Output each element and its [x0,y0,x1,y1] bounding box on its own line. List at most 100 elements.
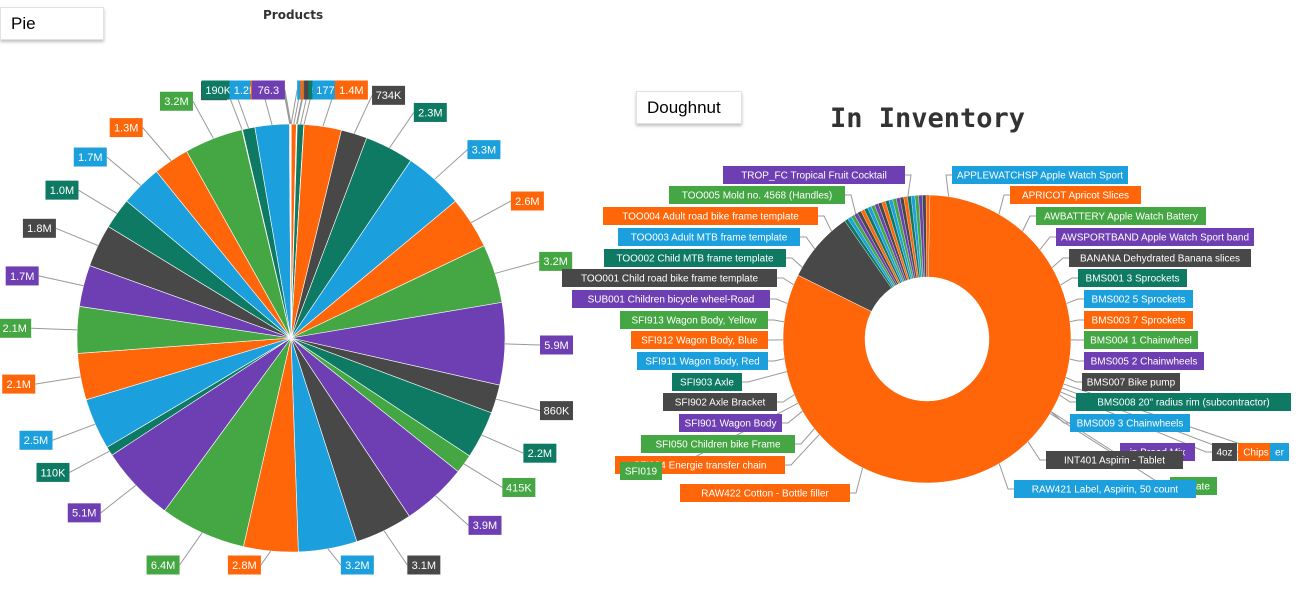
pie-leader-line [327,548,342,566]
pie-leader-line [389,112,415,149]
pie-data-label-text: 3.2M [345,560,369,572]
pie-data-label: 1.8M [22,218,56,238]
doughnut-data-label: INT401 Aspirin - Tablet [1046,451,1183,469]
doughnut-data-label-text: RAW421 Label, Aspirin, 50 count [1032,485,1179,496]
doughnut-data-label-box [1084,290,1193,308]
doughnut-data-label-text: BMS008 20" radius rim (subcontractor) [1097,398,1270,409]
doughnut-data-label-text: SFI911 Wagon Body, Red [645,357,759,368]
doughnut-data-label-box [669,186,845,204]
pie-data-label-text: 6.4M [151,560,175,572]
pie-data-label-text: 2.6M [515,196,539,208]
doughnut-leader-line [905,174,912,197]
pie-data-label-text: 860K [544,405,570,417]
pie-data-label-box [73,147,107,167]
doughnut-data-label-text: BMS001 3 Sprockets [1086,274,1180,285]
doughnut-data-label-text: er [1275,448,1285,459]
doughnut-leader-line [742,371,787,383]
pie-leader-line [31,327,78,331]
doughnut-data-label-box [679,414,782,432]
doughnut-leader-line [945,174,952,197]
doughnut-data-label-text: TOO002 Child MTB frame template [616,254,774,265]
doughnut-data-label-text: 4oz [1216,448,1232,459]
doughnut-data-label: 4oz [1212,443,1237,461]
tab-doughnut[interactable]: Doughnut [636,91,742,124]
doughnut-data-label: APPLEWATCHSP Apple Watch Sport [952,166,1128,184]
pie-data-label: 3.1M [407,555,441,575]
doughnut-data-label: APRICOT Apricot Slices [1010,186,1141,204]
doughnut-data-label-box [952,166,1128,184]
pie-data-label-text: 1.7M [10,271,34,283]
pie-leader-line [179,532,203,566]
doughnut-data-label: AWSPORTBAND Apple Watch Sport band [1056,228,1254,246]
doughnut-data-label-text: BMS002 5 Sprockets [1092,295,1186,306]
doughnut-leader-line [782,410,803,424]
doughnut-data-label: BMS005 2 Chainwheels [1084,352,1204,370]
doughnut-data-label-box [1084,311,1193,329]
doughnut-data-label-box [1069,249,1251,267]
pie-leader-line [463,463,503,488]
doughnut-data-label-text: TROP_FC Tropical Fruit Cocktail [741,171,887,182]
pie-data-label-box [2,374,36,394]
pie-chart [76,123,506,553]
doughnut-data-label: SFI903 Axle [672,373,742,391]
doughnut-data-label-text: APPLEWATCHSP Apple Watch Sport [957,171,1123,182]
pie-data-label-text: 3.9M [473,520,497,532]
doughnut-data-label-box [680,484,850,502]
pie-data-label: 1.7M [73,147,107,167]
pie-data-label-text: 2.5M [24,435,48,447]
pie-data-label-text: 415K [506,482,532,494]
doughnut-data-label: SFI912 Wagon Body, Blue [631,331,768,349]
doughnut-leader-line [818,215,832,232]
pie-leader-line [434,149,468,180]
pie-data-label-box [502,477,536,497]
pie-data-label: 2.5M [19,430,53,450]
doughnut-data-label: BMS007 Bike pump [1082,373,1180,391]
doughnut-slice[interactable] [782,194,1072,484]
doughnut-slice[interactable] [925,194,931,278]
pie-data-label-box [227,555,261,575]
doughnut-data-label-box [641,435,795,453]
pie-data-label-box [109,118,143,138]
doughnut-leader-line [770,298,788,304]
pie-data-label-box [413,102,447,122]
doughnut-data-label-text: BMS003 7 Sprockets [1092,316,1186,327]
doughnut-data-label-text: Chips [1243,448,1269,459]
pie-data-label: 2.3M [413,102,447,122]
pie-leader-line [435,495,469,526]
pie-data-label-box [251,80,285,100]
pie-data-label-box [540,335,573,355]
pie-leader-line [78,189,118,214]
doughnut-data-label: TOO004 Adult road bike frame template [603,207,818,225]
pie-data-label: 110K [36,462,70,482]
pie-data-label: 1.3M [109,118,143,138]
pie-data-label-text: 5.1M [72,508,96,520]
doughnut-leader-line [777,277,794,286]
doughnut-data-label-box [637,352,768,370]
doughnut-data-label-box [603,207,818,225]
pie-data-label: 3.2M [340,555,374,575]
pie-data-label-box [67,503,101,523]
pie-leader-line [100,484,137,514]
pie-data-label: 76.3 [251,80,285,100]
pie-data-label-box [159,91,193,111]
doughnut-leader-line [850,467,864,494]
pie-data-label-box [510,191,544,211]
tab-pie[interactable]: Pie [0,7,104,40]
pie-data-label: 3.9M [468,515,502,535]
doughnut-leader-line [1027,441,1046,461]
doughnut-data-label-text: SFI024 Energie transfer chain [634,461,767,472]
pie-leader-line [383,530,408,566]
pie-data-label-text: 3.2M [164,96,188,108]
doughnut-data-label-box [1076,393,1291,411]
pie-data-label-text: 1.8M [27,223,51,235]
doughnut-data-label: er [1270,443,1289,461]
doughnut-data-label: BMS008 20" radius rim (subcontractor) [1076,393,1291,411]
doughnut-data-label: BMS002 5 Sprockets [1084,290,1193,308]
doughnut-leader-line [785,434,820,466]
doughnut-data-label-text: BMS009 3 Chainwheels [1077,419,1184,430]
doughnut-data-label-text: SUB001 Children bicycle wheel-Road [588,295,755,306]
doughnut-leader-line [845,194,857,214]
doughnut-data-label: RAW422 Cotton - Bottle filler [680,484,850,502]
pie-data-label: 3.2M [159,91,193,111]
